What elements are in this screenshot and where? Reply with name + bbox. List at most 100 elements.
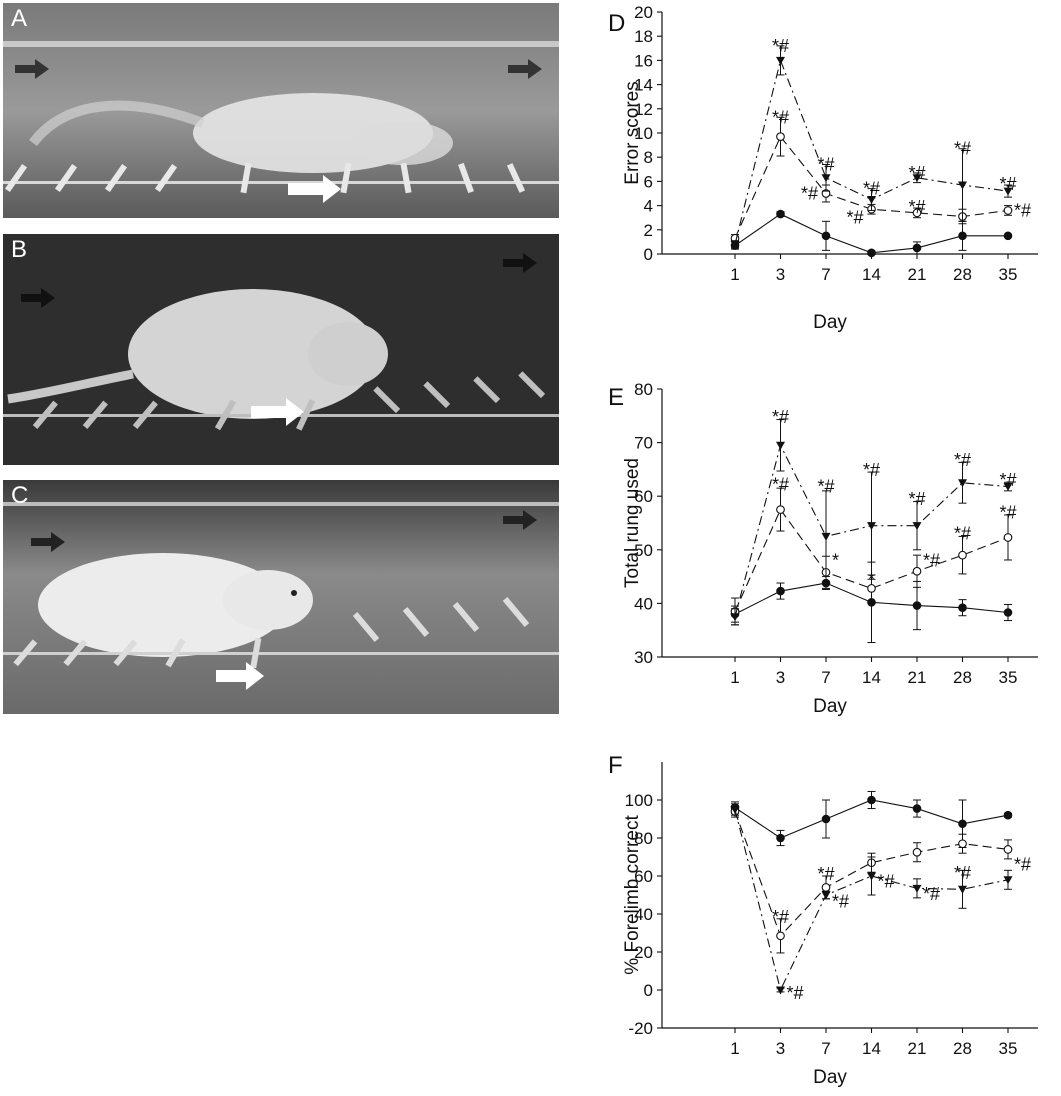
x-tick-label: 14	[862, 1039, 881, 1058]
significance-label: *#	[999, 502, 1016, 522]
y-tick-label: 18	[634, 27, 653, 46]
rat-ladder-photo-c	[3, 480, 559, 714]
y-tick-label: 0	[644, 981, 653, 1000]
significance-label: *#	[954, 450, 971, 470]
x-tick-label: 35	[999, 265, 1018, 284]
x-tick-label: 28	[953, 1039, 972, 1058]
significance-label: *#	[817, 477, 834, 497]
y-tick-label: 100	[625, 791, 653, 810]
significance-label: *#	[863, 460, 880, 480]
data-point	[912, 522, 922, 531]
significance-label: *#	[772, 107, 789, 127]
data-point	[1003, 876, 1013, 885]
data-point	[1003, 231, 1013, 241]
panel-label-e: E	[608, 384, 625, 411]
x-tick-label: 21	[908, 265, 927, 284]
data-point	[1003, 845, 1013, 854]
x-tick-label: 7	[821, 668, 830, 687]
significance-label: *#	[1014, 200, 1031, 220]
x-tick-label: 21	[908, 1039, 927, 1058]
photo-panel-a: A	[3, 3, 559, 218]
panel-label-f: F	[608, 752, 623, 779]
data-point	[958, 603, 967, 612]
photo-panel-b: B	[3, 234, 559, 465]
y-tick-label: 80	[634, 829, 653, 848]
x-tick-label: 1	[730, 265, 739, 284]
data-point	[776, 586, 785, 596]
significance-label: *#	[908, 489, 925, 509]
y-tick-label: 20	[634, 3, 653, 22]
data-point	[1003, 483, 1013, 492]
data-point	[867, 248, 876, 258]
series-1	[730, 209, 1013, 258]
significance-label: *#	[954, 524, 971, 544]
x-tick-label: 7	[821, 1039, 830, 1058]
data-point	[730, 613, 740, 622]
x-tick-label: 21	[908, 668, 927, 687]
data-point	[912, 208, 922, 218]
data-point	[1003, 533, 1013, 542]
data-point	[958, 839, 967, 849]
data-point	[867, 795, 876, 805]
x-tick-label: 28	[953, 668, 972, 687]
x-tick-label: 14	[862, 668, 881, 687]
data-point	[821, 891, 831, 900]
significance-label: *#	[878, 872, 895, 892]
photo-panel-c: C	[3, 480, 559, 714]
data-point	[867, 196, 876, 205]
chart-panel-d: 0 2 4 6 8 10 12 14 16 18 20 1 3 7 14 21 28 35 Day Error sco…	[560, 0, 1060, 345]
data-point	[912, 243, 922, 253]
x-tick-label: 1	[730, 668, 739, 687]
data-point	[912, 566, 922, 576]
x-axis-label: Day	[813, 1067, 847, 1088]
panel-label-c: C	[11, 482, 29, 509]
data-point	[958, 550, 967, 560]
x-tick-label: 3	[776, 668, 785, 687]
significance-label: *#	[846, 208, 863, 228]
chart-panel-f: -20 0 20 40 60 80 100 1 3 7 14 21 28 35 Day % Forelimb …	[560, 740, 1060, 1091]
significance-label: *#	[817, 864, 834, 884]
y-axis-label: Error scores	[622, 81, 643, 184]
data-point	[730, 806, 740, 814]
significance-label: *#	[1014, 855, 1031, 875]
x-tick-label: 3	[776, 1039, 785, 1058]
significance-label: *#	[832, 892, 849, 912]
data-point	[1003, 810, 1013, 820]
y-tick-label: 10	[634, 124, 653, 143]
data-point	[776, 505, 785, 514]
y-tick-label: 16	[634, 51, 653, 70]
significance-label: *#	[923, 551, 940, 571]
panel-label-a: A	[11, 5, 28, 32]
y-axis-label: % Forelimb correct	[622, 815, 643, 975]
significance-label: *#	[999, 470, 1016, 490]
data-point	[958, 181, 967, 190]
data-point	[776, 132, 785, 141]
significance-label: *#	[923, 884, 940, 904]
y-tick-label: 4	[644, 197, 653, 216]
significance-label: *	[832, 551, 839, 571]
panel-label-d: D	[608, 10, 626, 37]
y-tick-label: 8	[644, 148, 653, 167]
data-point	[776, 986, 785, 995]
panel-label-b: B	[11, 236, 28, 263]
forelimb-correct-chart: -20 0 20 40 60 80 100 1 3 7 14 21 28 35 Day % Forelimb …	[622, 762, 1038, 1088]
y-tick-label: 60	[634, 487, 653, 506]
data-point	[912, 847, 922, 857]
significance-label: *#	[772, 474, 789, 494]
data-point	[912, 884, 922, 893]
x-tick-label: 7	[821, 265, 830, 284]
y-tick-label: 50	[634, 541, 653, 560]
data-point	[821, 532, 831, 541]
data-point	[821, 231, 831, 241]
data-point	[776, 56, 785, 65]
data-point	[1003, 206, 1013, 215]
data-point	[958, 479, 967, 488]
data-point	[867, 584, 876, 593]
y-tick-label: 40	[634, 905, 653, 924]
significance-label: *#	[954, 863, 971, 883]
data-point	[867, 522, 876, 531]
y-tick-label: 80	[634, 380, 653, 399]
data-point	[1003, 608, 1013, 617]
series-3	[730, 419, 1013, 626]
series-3	[730, 803, 1013, 995]
